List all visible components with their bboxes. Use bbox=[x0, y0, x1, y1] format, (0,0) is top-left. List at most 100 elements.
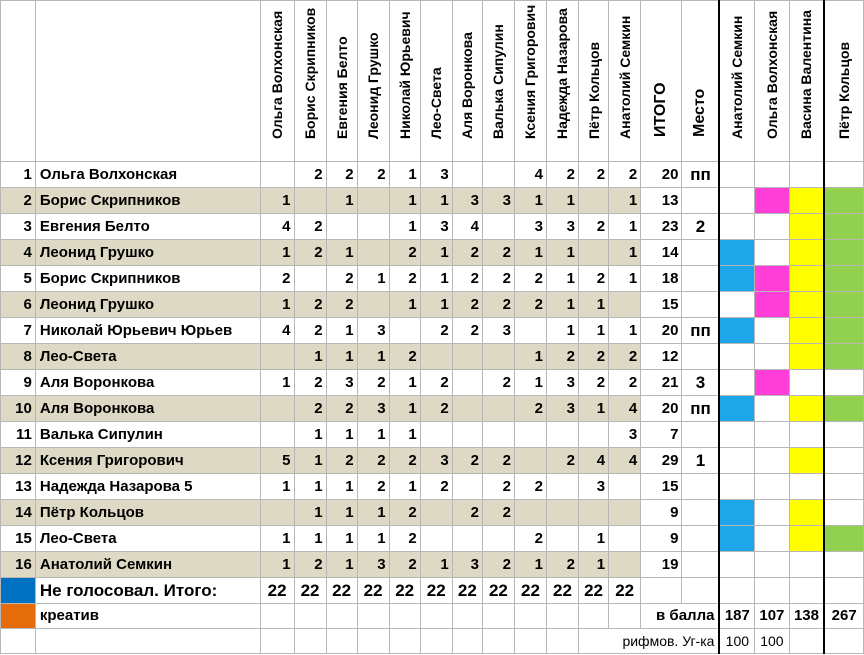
row-number: 2 bbox=[0, 187, 36, 214]
vote-cell: 1 bbox=[293, 447, 327, 474]
place-cell: пп bbox=[681, 395, 721, 422]
judge-mark bbox=[754, 239, 790, 266]
vote-cell: 2 bbox=[325, 395, 358, 422]
judge-mark bbox=[718, 317, 756, 344]
judge-mark bbox=[718, 161, 756, 188]
vote-cell: 1 bbox=[325, 525, 358, 552]
vote-cell: 2 bbox=[325, 447, 358, 474]
judge-mark bbox=[718, 421, 756, 448]
judge-mark bbox=[823, 265, 864, 292]
place-cell bbox=[681, 187, 721, 214]
empty-cell bbox=[608, 603, 642, 629]
vote-cell: 2 bbox=[545, 447, 579, 474]
participant-name: Лео-Света bbox=[34, 343, 261, 370]
participant-name: Леонид Грушко bbox=[34, 291, 261, 318]
vote-cell: 3 bbox=[325, 369, 358, 396]
vote-cell bbox=[608, 473, 642, 500]
judge-mark bbox=[718, 369, 756, 396]
total-cell: 20 bbox=[640, 161, 683, 188]
header-label: Аля Воронкова bbox=[459, 32, 476, 139]
vote-cell: 2 bbox=[608, 343, 642, 370]
column-sum: 22 bbox=[513, 577, 547, 604]
empty-cell bbox=[325, 628, 358, 654]
judge-mark bbox=[823, 187, 864, 214]
judge-mark bbox=[718, 187, 756, 214]
judge-mark bbox=[718, 291, 756, 318]
judge-mark bbox=[754, 395, 790, 422]
vote-cell: 2 bbox=[388, 447, 421, 474]
judge-mark bbox=[718, 265, 756, 292]
judge-mark bbox=[754, 291, 790, 318]
vote-cell: 1 bbox=[608, 317, 642, 344]
vote-cell: 2 bbox=[356, 161, 390, 188]
empty-cell bbox=[513, 628, 547, 654]
empty-cell bbox=[481, 603, 515, 629]
vote-cell: 2 bbox=[419, 317, 453, 344]
vote-cell: 2 bbox=[451, 317, 483, 344]
header-label: Валька Сипулин bbox=[490, 24, 507, 139]
vote-cell bbox=[451, 369, 483, 396]
vote-cell bbox=[293, 265, 327, 292]
empty-cell bbox=[325, 603, 358, 629]
table-row: 8 Лео-Света 1 1 1 2 1 2 2 2 12 bbox=[0, 343, 864, 370]
empty-cell bbox=[788, 577, 825, 604]
vote-cell: 1 bbox=[356, 421, 390, 448]
total-cell: 13 bbox=[640, 187, 683, 214]
column-sum: 22 bbox=[388, 577, 421, 604]
empty-cell bbox=[419, 628, 453, 654]
judge-mark bbox=[823, 343, 864, 370]
vote-cell bbox=[608, 291, 642, 318]
vote-cell: 3 bbox=[419, 213, 453, 240]
header-label: Ольга Волхонская bbox=[269, 10, 286, 139]
judge-mark bbox=[788, 317, 825, 344]
vote-cell: 1 bbox=[388, 161, 421, 188]
vote-cell: 1 bbox=[259, 187, 295, 214]
participant-name: Борис Скрипников bbox=[34, 265, 261, 292]
vote-cell: 1 bbox=[545, 187, 579, 214]
total-cell: 18 bbox=[640, 265, 683, 292]
place-cell bbox=[681, 499, 721, 526]
judge-mark bbox=[718, 499, 756, 526]
judge-mark bbox=[788, 447, 825, 474]
vote-cell: 1 bbox=[325, 499, 358, 526]
participant-name: Анатолий Семкин bbox=[34, 551, 261, 578]
judge-mark bbox=[754, 447, 790, 474]
table-row: 15 Лео-Света 1 1 1 1 2 2 1 9 bbox=[0, 525, 864, 552]
judge-points: 138 bbox=[788, 603, 825, 629]
row-number: 13 bbox=[0, 473, 36, 500]
place-header: Место bbox=[681, 0, 721, 162]
vote-cell: 2 bbox=[513, 525, 547, 552]
vote-cell: 2 bbox=[388, 343, 421, 370]
vote-cell: 1 bbox=[577, 551, 610, 578]
column-header: Борис Скрипников bbox=[293, 0, 327, 162]
place-cell bbox=[681, 473, 721, 500]
table-row: 4 Леонид Грушко 1 2 1 2 1 2 2 1 1 1 14 bbox=[0, 239, 864, 266]
judge-mark bbox=[754, 369, 790, 396]
place-cell bbox=[681, 343, 721, 370]
header-label: Леонид Грушко bbox=[365, 32, 382, 139]
table-row: 16 Анатолий Семкин 1 2 1 3 2 1 3 2 1 2 1 19 bbox=[0, 551, 864, 578]
empty-cell bbox=[823, 628, 864, 654]
column-sum: 22 bbox=[356, 577, 390, 604]
header-label: Место bbox=[691, 88, 709, 137]
column-header: Валька Сипулин bbox=[481, 0, 515, 162]
vote-cell: 2 bbox=[577, 161, 610, 188]
judge-header: Ольга Волхонская bbox=[754, 0, 790, 162]
row-number: 9 bbox=[0, 369, 36, 396]
judge-mark bbox=[788, 213, 825, 240]
column-sum: 22 bbox=[259, 577, 295, 604]
vote-cell bbox=[577, 499, 610, 526]
participant-name: Лео-Света bbox=[34, 525, 261, 552]
vote-cell: 1 bbox=[608, 265, 642, 292]
row-number: 12 bbox=[0, 447, 36, 474]
header-label: Пётр Кольцов bbox=[836, 41, 853, 139]
vote-cell: 1 bbox=[259, 239, 295, 266]
place-cell bbox=[681, 525, 721, 552]
vote-cell: 3 bbox=[419, 161, 453, 188]
column-header: Ксения Григорович bbox=[513, 0, 547, 162]
vote-cell bbox=[481, 161, 515, 188]
vote-cell bbox=[481, 421, 515, 448]
empty-cell bbox=[356, 603, 390, 629]
vote-cell: 2 bbox=[356, 447, 390, 474]
